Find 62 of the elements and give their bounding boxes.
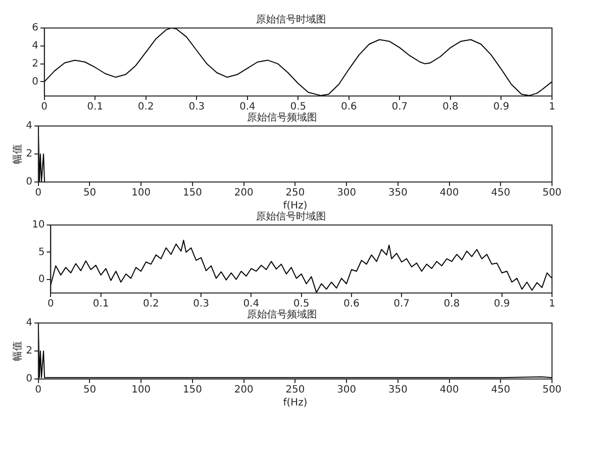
x-tick-label: 0.2 <box>138 102 154 113</box>
x-tick-label: 100 <box>132 384 151 396</box>
y-tick-label: 0 <box>26 176 32 188</box>
x-tick-label: 50 <box>83 384 96 396</box>
x-tick-label: 0.8 <box>444 298 460 310</box>
x-tick-label: 300 <box>337 384 356 396</box>
x-tick-label: 1 <box>548 102 556 113</box>
x-tick-label: 0.9 <box>494 298 510 310</box>
x-tick-label: 250 <box>286 384 305 396</box>
x-tick-label: 0.6 <box>344 298 360 310</box>
y-tick-label: 10 <box>32 220 45 231</box>
y-tick-label: 6 <box>32 22 38 34</box>
x-tick-label: 0.3 <box>193 298 210 310</box>
y-axis-title: 幅值 <box>12 144 24 164</box>
x-tick-label: 100 <box>132 188 151 199</box>
y-tick-label: 2 <box>26 148 32 160</box>
x-tick-label: 450 <box>491 188 510 199</box>
y-tick-label: 4 <box>26 120 32 132</box>
x-tick-label: 0.4 <box>239 102 256 113</box>
chart-title: 原始信号时域图 <box>256 210 326 223</box>
x-tick-label: 0.5 <box>293 298 310 310</box>
x-tick-label: 300 <box>337 188 356 199</box>
x-tick-label: 150 <box>182 188 202 199</box>
x-tick-label: 50 <box>83 188 96 199</box>
x-tick-label: 0.6 <box>340 102 357 113</box>
x-tick-label: 0.5 <box>290 102 306 113</box>
x-tick-label: 200 <box>234 384 254 396</box>
chart-title: 原始信号频域图 <box>247 308 317 321</box>
x-tick-label: 500 <box>542 188 562 199</box>
x-tick-label: 350 <box>388 188 408 199</box>
x-tick-label: 0.7 <box>392 102 408 113</box>
y-tick-label: 2 <box>26 346 32 357</box>
x-tick-label: 500 <box>542 384 562 396</box>
x-tick-label: 450 <box>491 384 510 396</box>
x-tick-label: 400 <box>440 188 459 199</box>
x-axis-title: f(Hz) <box>283 200 308 212</box>
y-tick-label: 2 <box>32 58 38 70</box>
x-tick-label: 150 <box>182 384 202 396</box>
y-tick-label: 0 <box>38 274 45 285</box>
x-axis-title: f(Hz) <box>283 398 308 409</box>
y-tick-label: 4 <box>26 318 32 329</box>
x-tick-label: 350 <box>388 384 408 396</box>
y-tick-label: 5 <box>38 246 45 258</box>
x-tick-label: 200 <box>234 188 254 199</box>
chart-title: 原始信号时域图 <box>256 14 326 26</box>
x-tick-label: 1 <box>548 298 556 310</box>
x-tick-label: 0.2 <box>143 298 159 310</box>
x-tick-label: 0.3 <box>188 102 205 113</box>
x-tick-label: 0.7 <box>394 298 410 310</box>
x-tick-label: 0.4 <box>243 298 260 310</box>
x-tick-label: 400 <box>440 384 459 396</box>
x-tick-label: 250 <box>286 188 305 199</box>
y-axis-title: 幅值 <box>12 341 24 361</box>
x-tick-label: 0.8 <box>442 102 458 113</box>
x-tick-label: 0.1 <box>87 102 104 113</box>
x-tick-label: 0.1 <box>92 298 109 310</box>
chart-title: 原始信号频域图 <box>247 112 317 124</box>
y-tick-label: 0 <box>32 76 38 88</box>
y-tick-label: 4 <box>32 40 38 52</box>
y-tick-label: 0 <box>26 374 32 385</box>
x-tick-label: 0 <box>48 298 54 310</box>
x-tick-label: 0.9 <box>493 102 510 113</box>
